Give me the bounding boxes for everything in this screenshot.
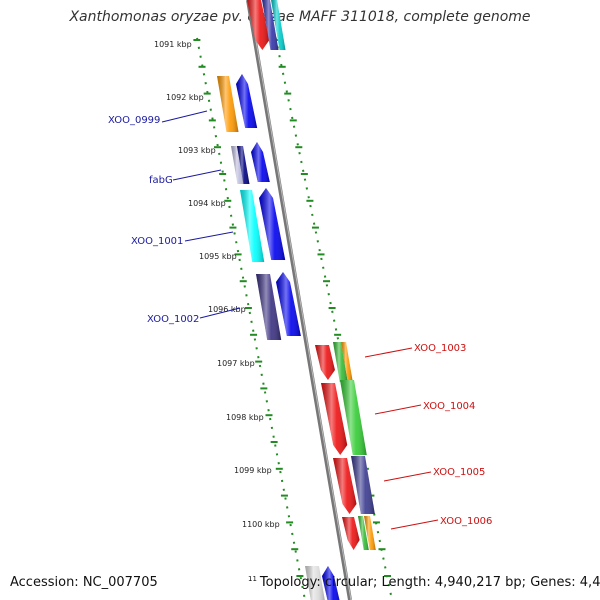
topology-footer: 11 Topology: circular; Length: 4,940,217 … bbox=[248, 575, 600, 590]
gene-arrow-shading bbox=[351, 456, 375, 514]
kbp-label: 1097 kbp bbox=[217, 359, 255, 368]
gene-arrow-shading bbox=[305, 566, 325, 600]
gene-label-left[interactable]: XOO_0999 bbox=[108, 115, 160, 126]
gene-arrow-shading bbox=[231, 146, 246, 184]
gene-label-left[interactable]: XOO_1001 bbox=[131, 236, 183, 247]
gene-label-connector bbox=[161, 110, 208, 123]
kbp-label: 1095 kbp bbox=[199, 252, 237, 261]
genome-backbone bbox=[246, 0, 352, 600]
gene-label-right[interactable]: XOO_1003 bbox=[414, 343, 466, 354]
gene-label-connector bbox=[374, 404, 422, 415]
gene-arrow-shading bbox=[322, 566, 340, 600]
gene-arrow-shading bbox=[333, 458, 357, 514]
gene-label-connector bbox=[364, 347, 413, 358]
gene-arrow-shading bbox=[256, 274, 282, 340]
gene-label-connector bbox=[383, 471, 432, 482]
gene-arrow-shading bbox=[321, 383, 348, 455]
gene-label-connector bbox=[172, 169, 222, 181]
gene-arrow-shading bbox=[271, 0, 286, 50]
kbp-label: 1096 kbp bbox=[208, 305, 246, 314]
gene-label-left[interactable]: fabG bbox=[149, 175, 173, 186]
gene-arrow-shading bbox=[240, 190, 265, 262]
gene-arrow-shading bbox=[341, 342, 353, 380]
gene-arrow-shading bbox=[333, 342, 348, 382]
kbp-label: 1098 kbp bbox=[226, 413, 264, 422]
kbp-label: 1094 kbp bbox=[188, 199, 226, 208]
gene-features[interactable] bbox=[217, 0, 376, 600]
accession-label: Accession: NC_007705 bbox=[10, 575, 158, 590]
kbp-label: 1100 kbp bbox=[242, 520, 280, 529]
gene-arrow-shading bbox=[251, 142, 270, 182]
gene-label-right[interactable]: XOO_1006 bbox=[440, 516, 492, 527]
gene-arrow-shading bbox=[262, 0, 279, 50]
gene-arrow-shading bbox=[217, 76, 239, 132]
map-title: Xanthomonas oryzae pv. oryzae MAFF 31101… bbox=[69, 9, 531, 25]
gene-label-group: XOO_0999 fabG XOO_1001 XOO_1002 XOO_1003 XOO_… bbox=[108, 110, 492, 530]
gene-arrow-shading bbox=[315, 345, 335, 380]
gene-label-right[interactable]: XOO_1005 bbox=[433, 467, 485, 478]
gene-arrow-shading bbox=[276, 272, 301, 336]
gene-arrow-shading bbox=[236, 74, 258, 128]
kbp-label: 1092 kbp bbox=[166, 93, 204, 102]
gene-arrow-shading bbox=[237, 146, 250, 184]
kbp-label: 1091 kbp bbox=[154, 40, 192, 49]
kbp-label: 1099 kbp bbox=[234, 466, 272, 475]
gene-label-connector bbox=[184, 231, 234, 242]
footer-superscript: 11 bbox=[248, 575, 257, 583]
gene-arrow-shading bbox=[364, 516, 376, 550]
kbp-label: 1093 kbp bbox=[178, 146, 216, 155]
gene-arrow-shading bbox=[358, 516, 369, 550]
gene-arrow-shading bbox=[342, 517, 360, 550]
gene-label-right[interactable]: XOO_1004 bbox=[423, 401, 475, 412]
topology-text: Topology: circular; Length: 4,940,217 bp… bbox=[259, 575, 600, 590]
gene-arrow-shading bbox=[340, 380, 367, 455]
gene-label-connector bbox=[390, 519, 439, 530]
gene-label-left[interactable]: XOO_1002 bbox=[147, 314, 199, 325]
kbp-label-group: 1091 kbp 1092 kbp 1093 kbp 1094 kbp 1095 kbp… bbox=[154, 40, 280, 529]
gene-arrow-shading bbox=[259, 188, 286, 260]
gene-arrow-shading bbox=[247, 0, 270, 50]
gene-label-connector bbox=[199, 307, 241, 319]
